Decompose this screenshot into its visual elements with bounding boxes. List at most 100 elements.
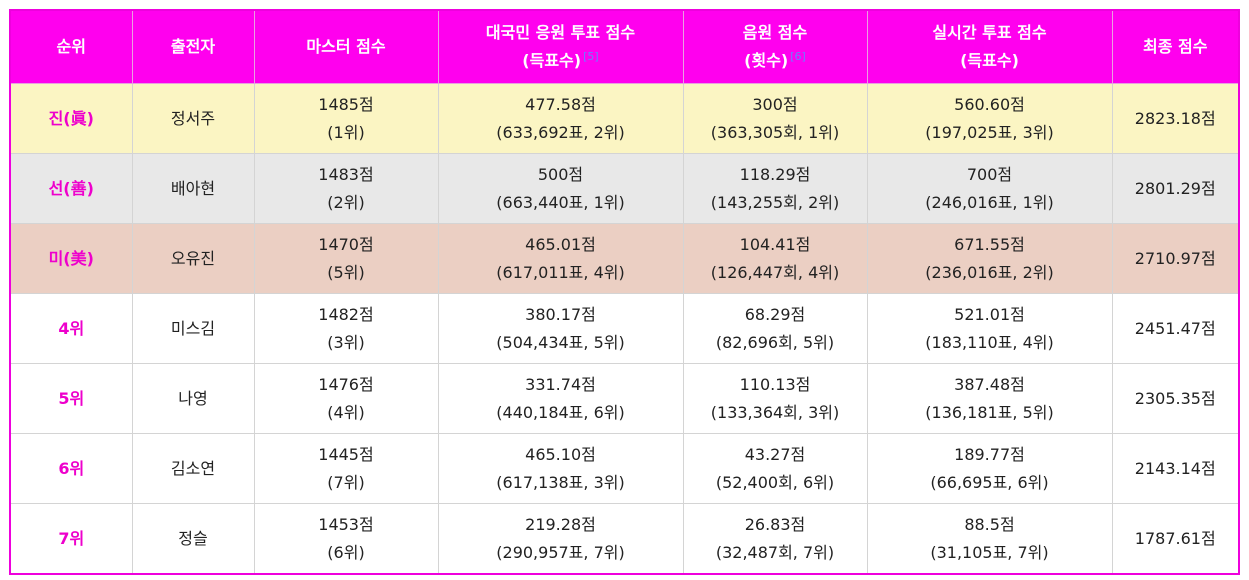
realtime-score: 521.01점 <box>954 304 1025 324</box>
header-row: 순위 출전자 마스터 점수 대국민 응원 투표 점수 (득표수) [5] 음원 점… <box>9 9 1240 84</box>
national-vote-cell: 219.28점 (290,957표, 7위) <box>437 503 684 575</box>
stream-score-cell: 68.29점 (82,696회, 5위) <box>682 293 868 364</box>
contestant-cell: 정슬 <box>131 503 255 575</box>
final-score-cell: 1787.61점 <box>1111 503 1240 575</box>
header-master-score: 마스터 점수 <box>253 9 439 84</box>
results-table: 순위 출전자 마스터 점수 대국민 응원 투표 점수 (득표수) [5] 음원 점… <box>9 9 1240 575</box>
master-score: 1476점 <box>318 374 374 394</box>
stream-score-cell: 26.83점 (32,487회, 7위) <box>682 503 868 575</box>
realtime-score: 671.55점 <box>954 234 1025 254</box>
national-vote-cell: 500점 (663,440표, 1위) <box>437 153 684 224</box>
realtime-vote-cell: 671.55점 (236,016표, 2위) <box>866 223 1113 294</box>
table-row: 미(美) 오유진 1470점 (5위) 465.01점 (617,011표, 4위)… <box>9 223 1240 294</box>
contestant-cell: 정서주 <box>131 83 255 154</box>
rank-cell: 미(美) <box>9 223 133 294</box>
table-header: 순위 출전자 마스터 점수 대국민 응원 투표 점수 (득표수) [5] 음원 점… <box>9 9 1240 84</box>
header-national-line1: 대국민 응원 투표 점수 <box>485 23 636 42</box>
master-rank: (3위) <box>327 332 365 352</box>
master-score-cell: 1476점 (4위) <box>253 363 439 434</box>
stream-score-cell: 118.29점 (143,255회, 2위) <box>682 153 868 224</box>
master-score: 1453점 <box>318 514 374 534</box>
stream-score-cell: 300점 (363,305회, 1위) <box>682 83 868 154</box>
table-row: 7위 정슬 1453점 (6위) 219.28점 (290,957표, 7위) 26… <box>9 503 1240 575</box>
stream-detail: (32,487회, 7위) <box>715 542 835 562</box>
header-rank: 순위 <box>9 9 133 84</box>
national-vote-cell: 465.10점 (617,138표, 3위) <box>437 433 684 504</box>
national-detail: (504,434표, 5위) <box>496 332 625 352</box>
national-vote-cell: 380.17점 (504,434표, 5위) <box>437 293 684 364</box>
table-row: 선(善) 배아현 1483점 (2위) 500점 (663,440표, 1위) 11… <box>9 153 1240 224</box>
realtime-score: 560.60점 <box>954 94 1025 114</box>
rank-cell: 선(善) <box>9 153 133 224</box>
master-rank: (1위) <box>327 122 365 142</box>
header-contestant: 출전자 <box>131 9 255 84</box>
master-score-cell: 1453점 (6위) <box>253 503 439 575</box>
stream-score-cell: 43.27점 (52,400회, 6위) <box>682 433 868 504</box>
stream-score-cell: 104.41점 (126,447회, 4위) <box>682 223 868 294</box>
results-table-container: 순위 출전자 마스터 점수 대국민 응원 투표 점수 (득표수) [5] 음원 점… <box>9 9 1240 575</box>
master-score-cell: 1445점 (7위) <box>253 433 439 504</box>
master-score-cell: 1470점 (5위) <box>253 223 439 294</box>
realtime-score: 88.5점 <box>964 514 1015 534</box>
realtime-detail: (31,105표, 7위) <box>930 542 1049 562</box>
master-score-cell: 1482점 (3위) <box>253 293 439 364</box>
realtime-detail: (246,016표, 1위) <box>925 192 1054 212</box>
national-detail: (290,957표, 7위) <box>496 542 625 562</box>
final-score-cell: 2801.29점 <box>1111 153 1240 224</box>
national-vote-cell: 331.74점 (440,184표, 6위) <box>437 363 684 434</box>
footnote-link-5[interactable]: [5] <box>583 49 599 63</box>
header-stream-line2: (횟수) <box>744 51 789 70</box>
national-score: 380.17점 <box>525 304 596 324</box>
stream-score-cell: 110.13점 (133,364회, 3위) <box>682 363 868 434</box>
national-score: 465.10점 <box>525 444 596 464</box>
contestant-cell: 김소연 <box>131 433 255 504</box>
header-national-line2: (득표수) <box>522 51 582 70</box>
realtime-detail: (197,025표, 3위) <box>925 122 1054 142</box>
stream-detail: (82,696회, 5위) <box>715 332 835 352</box>
header-stream-score: 음원 점수 (횟수) [6] <box>682 9 868 84</box>
stream-detail: (143,255회, 2위) <box>710 192 840 212</box>
rank-cell: 7위 <box>9 503 133 575</box>
final-score-cell: 2305.35점 <box>1111 363 1240 434</box>
master-rank: (4위) <box>327 402 365 422</box>
stream-score: 118.29점 <box>739 164 811 184</box>
footnote-link-6[interactable]: [6] <box>790 49 806 63</box>
national-vote-cell: 465.01점 (617,011표, 4위) <box>437 223 684 294</box>
table-row: 진(眞) 정서주 1485점 (1위) 477.58점 (633,692표, 2위)… <box>9 83 1240 154</box>
stream-score: 110.13점 <box>739 374 811 394</box>
national-score: 219.28점 <box>525 514 596 534</box>
rank-cell: 5위 <box>9 363 133 434</box>
header-final-score: 최종 점수 <box>1111 9 1240 84</box>
national-detail: (663,440표, 1위) <box>496 192 625 212</box>
realtime-detail: (66,695표, 6위) <box>930 472 1049 492</box>
national-score: 331.74점 <box>525 374 596 394</box>
stream-score: 300점 <box>752 94 798 114</box>
master-rank: (7위) <box>327 472 365 492</box>
master-rank: (6위) <box>327 542 365 562</box>
realtime-vote-cell: 560.60점 (197,025표, 3위) <box>866 83 1113 154</box>
master-score: 1482점 <box>318 304 374 324</box>
master-rank: (2위) <box>327 192 365 212</box>
contestant-cell: 나영 <box>131 363 255 434</box>
realtime-score: 387.48점 <box>954 374 1025 394</box>
header-national-line2-wrap: (득표수) [5] <box>439 47 683 75</box>
stream-detail: (52,400회, 6위) <box>715 472 835 492</box>
stream-score: 26.83점 <box>744 514 806 534</box>
header-realtime-vote: 실시간 투표 점수 (득표수) <box>866 9 1113 84</box>
contestant-cell: 오유진 <box>131 223 255 294</box>
contestant-cell: 미스김 <box>131 293 255 364</box>
master-score: 1470점 <box>318 234 374 254</box>
master-score: 1483점 <box>318 164 374 184</box>
realtime-vote-cell: 521.01점 (183,110표, 4위) <box>866 293 1113 364</box>
master-score-cell: 1483점 (2위) <box>253 153 439 224</box>
national-score: 500점 <box>537 164 584 184</box>
final-score-cell: 2143.14점 <box>1111 433 1240 504</box>
national-detail: (617,011표, 4위) <box>496 262 625 282</box>
stream-score: 104.41점 <box>739 234 811 254</box>
national-score: 477.58점 <box>525 94 596 114</box>
table-body: 진(眞) 정서주 1485점 (1위) 477.58점 (633,692표, 2위)… <box>9 83 1240 575</box>
header-realtime-line1: 실시간 투표 점수 <box>932 23 1047 42</box>
header-realtime-line2: (득표수) <box>960 51 1019 70</box>
master-score-cell: 1485점 (1위) <box>253 83 439 154</box>
national-score: 465.01점 <box>525 234 596 254</box>
